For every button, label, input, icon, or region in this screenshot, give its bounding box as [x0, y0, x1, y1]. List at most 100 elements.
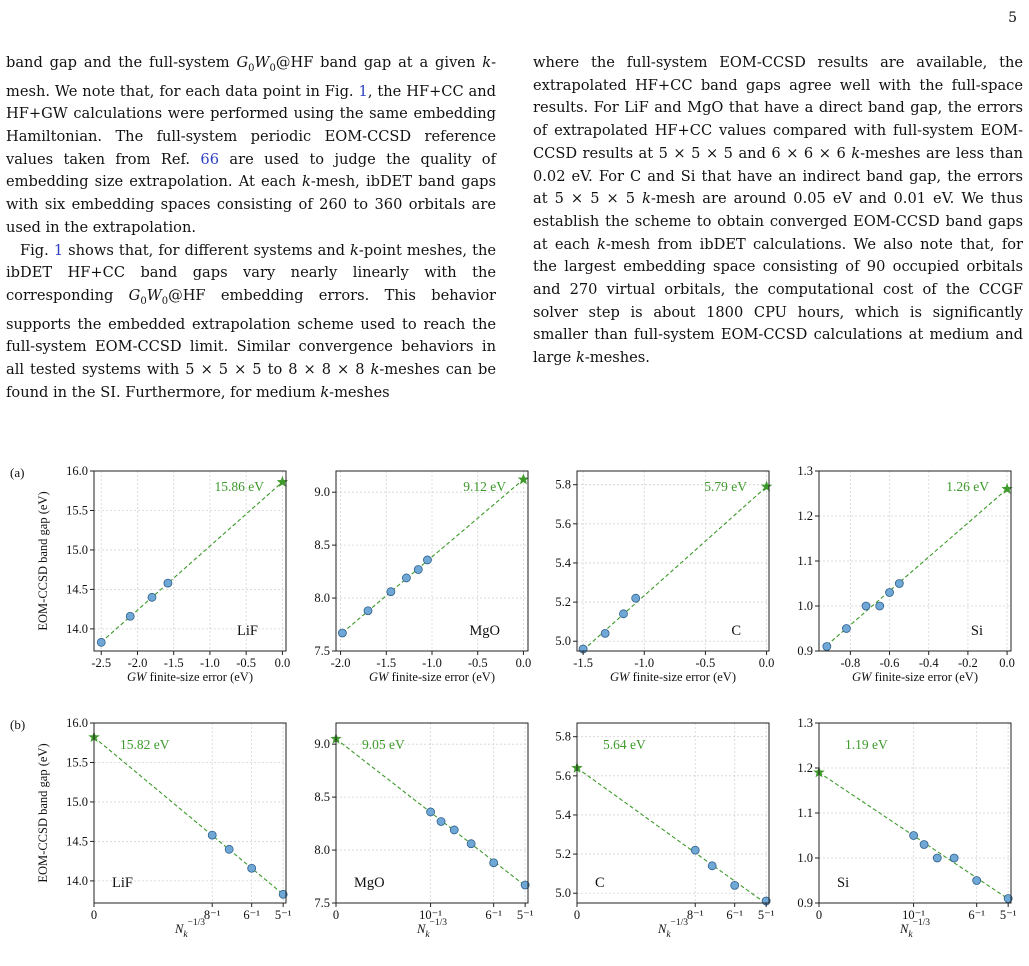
axes-frame — [93, 470, 287, 652]
x-tick-label: 5⁻¹ — [275, 908, 292, 922]
x-tick-label: 8⁻¹ — [687, 908, 704, 922]
panel-a-lif: -2.5 -2.0 -1.5 -1.0 -0.5 0.0 14.0 14.5 15.0 15.5 1… — [66, 464, 290, 684]
y-tick-label: 5.4 — [555, 808, 571, 822]
panel-b-si: 0 10⁻¹ 6⁻¹ 5⁻¹ 0.9 1.0 1.1 1.2 1.3 1.19 eV Si Nk−1/… — [797, 716, 1016, 940]
x-tick-label: -2.5 — [91, 656, 111, 670]
y-tick-label: 5.8 — [555, 478, 571, 492]
figure-1: (a) (b) EOM-CCSD band gap (eV) EOM-CCSD ban… — [10, 464, 1017, 940]
y-tick-label: 1.2 — [797, 509, 813, 523]
x-tick-label: 0 — [574, 908, 580, 922]
y-tick-label: 5.0 — [555, 886, 571, 900]
value-annotation: 1.26 eV — [946, 479, 989, 494]
y-axis-label: EOM-CCSD band gap (eV) — [36, 743, 50, 882]
x-axis-label: Nk−1/3 — [899, 918, 930, 940]
y-tick-label: 5.6 — [555, 517, 571, 531]
x-tick-label: -1.5 — [573, 656, 593, 670]
y-tick-label: 5.8 — [555, 730, 571, 744]
x-tick-label: 5⁻¹ — [517, 908, 534, 922]
data-point — [885, 588, 894, 597]
y-tick-label: 0.9 — [797, 644, 813, 658]
data-point — [619, 609, 628, 619]
x-tick-label: -2.0 — [128, 656, 148, 670]
x-tick-label: 0.0 — [759, 656, 775, 670]
y-tick-label: 1.1 — [797, 806, 813, 820]
x-tick-label: 8⁻¹ — [204, 908, 221, 922]
y-tick-label: 1.0 — [797, 851, 813, 865]
y-tick-label: 8.0 — [314, 591, 330, 605]
y-tick-label: 14.5 — [66, 834, 88, 848]
y-tick-label: 9.0 — [314, 737, 330, 751]
y-tick-label: 9.0 — [314, 485, 330, 499]
y-tick-label: 16.0 — [66, 716, 88, 730]
data-point — [247, 863, 257, 873]
data-point — [96, 637, 106, 647]
data-point — [426, 807, 435, 817]
data-point — [730, 880, 740, 890]
panel-a-si: -0.8 -0.6 -0.4 -0.2 0.0 0.9 1.0 1.1 1.2 1.3 1.26 e… — [797, 464, 1015, 684]
data-point — [125, 611, 135, 621]
x-tick-label: 5⁻¹ — [758, 908, 775, 922]
extrapolated-point — [517, 473, 530, 485]
axes-frame — [576, 722, 770, 904]
panel-b-mgo: 0 10⁻¹ 6⁻¹ 5⁻¹ 7.5 8.0 8.5 9.0 9.05 eV MgO Nk−1/3 — [314, 722, 534, 940]
x-tick-label: -0.6 — [880, 656, 900, 670]
panel-a-c: -1.5 -1.0 -0.5 0.0 5.0 5.2 5.4 5.6 5.8 5.79 eV C GW… — [555, 470, 775, 684]
y-axis-label: EOM-CCSD band gap (eV) — [36, 491, 50, 630]
data-point — [972, 876, 982, 885]
x-tick-label: -0.5 — [236, 656, 256, 670]
system-label: C — [595, 875, 605, 891]
system-label: LiF — [112, 875, 133, 891]
fit-line — [342, 479, 524, 634]
data-point — [413, 565, 423, 574]
data-point — [449, 825, 459, 835]
x-tick-label: -1.0 — [200, 656, 220, 670]
data-point — [822, 642, 832, 651]
data-point — [932, 853, 942, 863]
paragraph: where the full-system EOM-CCSD results a… — [533, 54, 1023, 367]
data-point — [337, 628, 347, 638]
row-label-b: (b) — [10, 717, 25, 732]
y-tick-label: 0.9 — [797, 896, 813, 910]
extrapolated-point — [276, 476, 289, 487]
x-tick-label: 6⁻¹ — [243, 908, 260, 922]
value-annotation: 5.79 eV — [704, 479, 747, 494]
system-label: LiF — [237, 623, 258, 639]
value-annotation: 9.05 eV — [362, 737, 405, 752]
y-tick-label: 8.5 — [314, 790, 330, 804]
data-point — [520, 880, 530, 890]
x-axis-label: Nk−1/3 — [416, 918, 447, 940]
panel-b-lif: 0 8⁻¹ 6⁻¹ 5⁻¹ 14.0 14.5 15.0 15.5 16.0 15.82 eV Li… — [66, 716, 292, 940]
x-tick-label: -0.8 — [840, 656, 860, 670]
y-tick-label: 1.3 — [797, 716, 813, 730]
data-point — [363, 606, 373, 616]
data-point — [489, 858, 499, 868]
left-column: band gap and the full-system G0W0@HF ban… — [6, 52, 496, 404]
value-annotation: 15.82 eV — [120, 737, 170, 752]
data-point — [436, 817, 446, 826]
y-tick-label: 7.5 — [314, 644, 330, 658]
row-label-a: (a) — [10, 465, 24, 480]
data-point — [278, 889, 288, 899]
data-point — [423, 555, 432, 565]
axes-frame — [576, 470, 770, 652]
system-label: Si — [837, 875, 849, 891]
data-point — [861, 601, 871, 611]
x-tick-label: 0 — [816, 908, 822, 922]
system-label: C — [731, 623, 741, 639]
data-point — [842, 624, 851, 633]
extrapolated-point — [760, 480, 773, 492]
x-axis-label: GW finite-size error (eV) — [610, 670, 736, 684]
data-point — [631, 593, 641, 603]
y-tick-label: 5.0 — [555, 634, 571, 648]
y-tick-label: 1.1 — [797, 554, 813, 568]
panel-a-mgo: -2.0 -1.5 -1.0 -0.5 0.0 7.5 8.0 8.5 9.0 9.12 eV Mg… — [314, 470, 531, 684]
value-annotation: 15.86 eV — [215, 479, 265, 494]
right-column: where the full-system EOM-CCSD results a… — [533, 52, 1023, 370]
data-point — [466, 839, 476, 849]
y-tick-label: 15.5 — [66, 755, 88, 769]
y-tick-label: 5.2 — [555, 595, 571, 609]
x-tick-label: -0.4 — [919, 656, 940, 670]
x-axis-label: GW finite-size error (eV) — [127, 670, 253, 684]
x-tick-label: 6⁻¹ — [485, 908, 502, 922]
data-point — [919, 840, 929, 849]
